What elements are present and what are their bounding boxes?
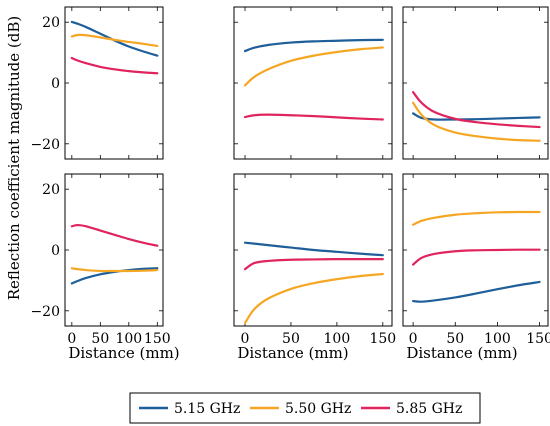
panel-frame	[64, 6, 164, 160]
series-line-5-15-ghz	[412, 280, 541, 303]
panel-top-middle	[233, 6, 393, 160]
series-line-5-50-ghz	[243, 46, 384, 87]
series-line-5-85-ghz	[412, 248, 541, 266]
panel-frame	[233, 173, 393, 327]
x-tick-label: 150	[369, 331, 396, 347]
y-tick-label: 0	[51, 243, 60, 259]
panel-top-left: −20 0 20	[30, 6, 164, 160]
series-line-5-85-ghz	[70, 56, 159, 75]
legend-label-5-85: 5.85 GHz	[396, 401, 462, 417]
y-tick-label: 0	[51, 76, 60, 92]
panel-bottom-left: −20 0 20 0 50 100 150	[30, 173, 171, 347]
x-tick-label: 100	[324, 331, 351, 347]
y-tick-label: 20	[42, 15, 60, 31]
panel-frame	[233, 6, 393, 160]
series-line-5-15-ghz	[70, 267, 159, 285]
y-tick-label: −20	[30, 137, 60, 153]
panel-frame	[402, 173, 549, 327]
series-line-5-50-ghz	[70, 33, 159, 48]
x-tick-label: 0	[241, 331, 250, 347]
y-axis-title: Reflection coefficient magnitude (dB)	[5, 16, 23, 301]
legend-label-5-15: 5.15 GHz	[174, 401, 240, 417]
series-line-5-15-ghz	[70, 20, 159, 57]
panel-bottom-right: 0 50 100 150	[402, 173, 550, 347]
legend-box	[129, 392, 481, 424]
x-axis-title-left: Distance (mm)	[68, 344, 179, 362]
y-tick-label: 20	[42, 182, 60, 198]
series-line-5-85-ghz	[243, 113, 384, 121]
x-tick-label: 0	[67, 331, 76, 347]
series-line-5-15-ghz	[243, 241, 384, 257]
x-tick-label: 50	[282, 331, 300, 347]
y-tick-label: −20	[30, 304, 60, 320]
series-line-5-50-ghz	[243, 272, 384, 325]
series-line-5-50-ghz	[412, 101, 541, 142]
x-tick-label: 50	[446, 331, 464, 347]
series-line-5-15-ghz	[243, 38, 384, 53]
series-line-5-85-ghz	[70, 223, 159, 247]
panel-bottom-middle: 0 50 100 150	[233, 173, 396, 347]
series-line-5-50-ghz	[70, 267, 159, 273]
x-axis-title-middle: Distance (mm)	[237, 344, 348, 362]
x-tick-label: 50	[91, 331, 109, 347]
legend: 5.15 GHz 5.50 GHz 5.85 GHz	[129, 392, 481, 424]
series-line-5-50-ghz	[412, 210, 541, 226]
x-tick-label: 150	[144, 331, 171, 347]
panel-frame	[402, 6, 549, 160]
series-line-5-85-ghz	[243, 257, 384, 271]
panel-frame	[64, 173, 164, 327]
x-tick-label: 150	[526, 331, 550, 347]
series-line-5-15-ghz	[412, 112, 541, 121]
x-tick-label: 0	[409, 331, 418, 347]
x-tick-label: 100	[484, 331, 511, 347]
series-line-5-85-ghz	[412, 91, 541, 129]
x-axis-title-right: Distance (mm)	[406, 344, 517, 362]
legend-label-5-50: 5.50 GHz	[285, 401, 351, 417]
panel-top-right	[402, 6, 549, 160]
x-tick-label: 100	[115, 331, 142, 347]
